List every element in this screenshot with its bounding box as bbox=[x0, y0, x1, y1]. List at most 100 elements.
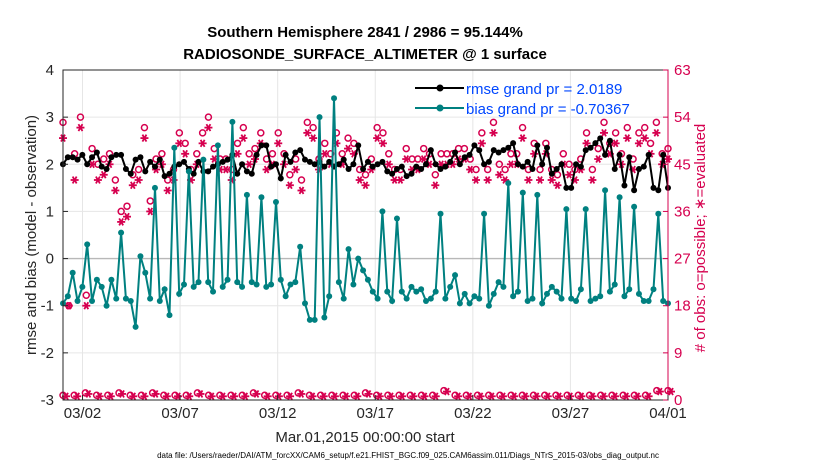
obs-evaluated-bottom-marker bbox=[398, 392, 407, 401]
obs-possible-marker bbox=[233, 139, 242, 148]
legend-rmse-label: rmse grand pr = 2.0189 bbox=[466, 81, 622, 98]
obs-evaluated-bottom-marker-stroke bbox=[63, 392, 69, 401]
bias-point bbox=[393, 215, 400, 222]
rmse-point bbox=[282, 151, 289, 158]
obs-evaluated-marker-stroke bbox=[292, 165, 299, 174]
bias-point bbox=[156, 298, 163, 304]
bias-point bbox=[389, 298, 396, 304]
obs-evaluated-bottom-marker bbox=[218, 392, 227, 401]
obs-evaluated-marker-stroke bbox=[147, 207, 154, 216]
obs-possible-marker bbox=[286, 171, 294, 179]
obs-evaluated-marker bbox=[128, 181, 137, 190]
obs-evaluated-marker bbox=[536, 176, 545, 184]
rmse-point bbox=[602, 151, 609, 158]
rmse-point bbox=[529, 166, 536, 172]
obs-evaluated-bottom-marker-stroke bbox=[332, 392, 338, 401]
rmse-point bbox=[181, 158, 187, 165]
obs-possible-marker bbox=[379, 129, 387, 137]
obs-evaluated-marker-stroke bbox=[479, 139, 485, 148]
bias-point bbox=[645, 298, 652, 304]
bias-point bbox=[534, 191, 541, 198]
obs-evaluated-bottom-marker bbox=[465, 392, 474, 401]
obs-evaluated-marker-stroke bbox=[519, 134, 526, 143]
obs-evaluated-bottom-marker bbox=[84, 390, 93, 398]
obs-possible-marker bbox=[111, 176, 120, 184]
obs-evaluated-bottom-marker bbox=[610, 392, 619, 401]
bias-point bbox=[660, 298, 667, 304]
legend-bias-label: bias grand pr = -0.70367 bbox=[466, 101, 630, 118]
bias-point bbox=[384, 288, 391, 295]
bias-point bbox=[452, 272, 459, 279]
obs-evaluated-bottom-marker-stroke bbox=[556, 392, 562, 401]
obs-evaluated-marker-stroke bbox=[473, 176, 479, 184]
bias-point bbox=[548, 283, 555, 290]
obs-possible-marker bbox=[175, 129, 184, 137]
obs-evaluated-marker-stroke bbox=[345, 144, 351, 153]
rmse-point bbox=[616, 151, 623, 158]
obs-evaluated-bottom-marker bbox=[498, 392, 507, 401]
obs-evaluated-bottom-marker bbox=[622, 392, 631, 401]
x-tick-label: 03/12 bbox=[259, 405, 297, 422]
obs-possible-marker bbox=[309, 123, 317, 132]
rmse-point bbox=[442, 163, 449, 170]
bias-point bbox=[427, 295, 434, 302]
bias-point bbox=[89, 298, 96, 304]
rmse-point bbox=[272, 161, 279, 168]
rmse-point bbox=[597, 135, 604, 142]
chart-title: Southern Hemisphere 2841 / 2986 = 95.144… bbox=[207, 24, 523, 41]
obs-evaluated-marker-stroke bbox=[275, 139, 282, 148]
rmse-point bbox=[403, 173, 410, 180]
bias-point bbox=[93, 276, 100, 283]
obs-evaluated-marker-stroke bbox=[246, 160, 252, 169]
rmse-point bbox=[147, 158, 154, 165]
rmse-point bbox=[258, 142, 265, 149]
bias-point bbox=[563, 206, 570, 213]
obs-evaluated-marker bbox=[640, 134, 649, 143]
obs-evaluated-bottom-marker bbox=[297, 390, 306, 398]
rmse-point bbox=[563, 184, 570, 191]
y-right-tick-label: 27 bbox=[674, 251, 691, 268]
rmse-point bbox=[326, 158, 333, 165]
obs-evaluated-marker-stroke bbox=[391, 176, 398, 184]
obs-evaluated-bottom-marker bbox=[431, 392, 440, 401]
bias-point bbox=[437, 210, 444, 217]
obs-evaluated-marker-stroke bbox=[176, 139, 183, 148]
obs-evaluated-bottom-marker-stroke bbox=[320, 392, 327, 401]
obs-evaluated-marker-stroke bbox=[612, 139, 619, 148]
obs-possible-marker bbox=[373, 123, 381, 132]
obs-evaluated-marker-stroke bbox=[205, 123, 212, 132]
y-tick-label: 1 bbox=[46, 203, 54, 220]
rmse-point bbox=[64, 154, 71, 161]
rmse-point bbox=[297, 147, 304, 154]
rmse-point bbox=[166, 170, 173, 177]
obs-evaluated-marker bbox=[396, 176, 405, 184]
obs-evaluated-marker-stroke bbox=[380, 139, 386, 148]
bias-point bbox=[98, 283, 105, 290]
bias-point bbox=[350, 281, 357, 288]
obs-evaluated-bottom-marker bbox=[644, 392, 653, 401]
obs-evaluated-bottom-marker-stroke bbox=[354, 392, 361, 401]
rmse-point bbox=[413, 163, 420, 170]
obs-evaluated-marker-stroke bbox=[95, 176, 101, 184]
rmse-point bbox=[524, 158, 531, 165]
rmse-point bbox=[142, 168, 149, 175]
rmse-point bbox=[558, 161, 565, 168]
bias-point bbox=[185, 168, 192, 175]
obs-evaluated-bottom-marker bbox=[476, 392, 485, 401]
obs-possible-marker bbox=[140, 123, 149, 132]
bias-point bbox=[118, 229, 125, 236]
rmse-point bbox=[577, 163, 584, 170]
bias-point bbox=[127, 298, 134, 304]
bias-point bbox=[79, 283, 86, 290]
bias-point bbox=[519, 189, 526, 196]
obs-evaluated-marker bbox=[373, 134, 382, 143]
bias-point bbox=[181, 281, 187, 288]
y-tick-label: -2 bbox=[41, 345, 54, 362]
obs-evaluated-bottom-marker-stroke bbox=[130, 392, 137, 401]
obs-evaluated-bottom-marker-stroke bbox=[657, 387, 663, 396]
obs-possible-marker bbox=[123, 202, 131, 210]
bias-point bbox=[606, 288, 613, 295]
rmse-point bbox=[176, 161, 183, 168]
y-right-tick-label: 54 bbox=[674, 109, 691, 126]
rmse-point bbox=[360, 166, 367, 172]
